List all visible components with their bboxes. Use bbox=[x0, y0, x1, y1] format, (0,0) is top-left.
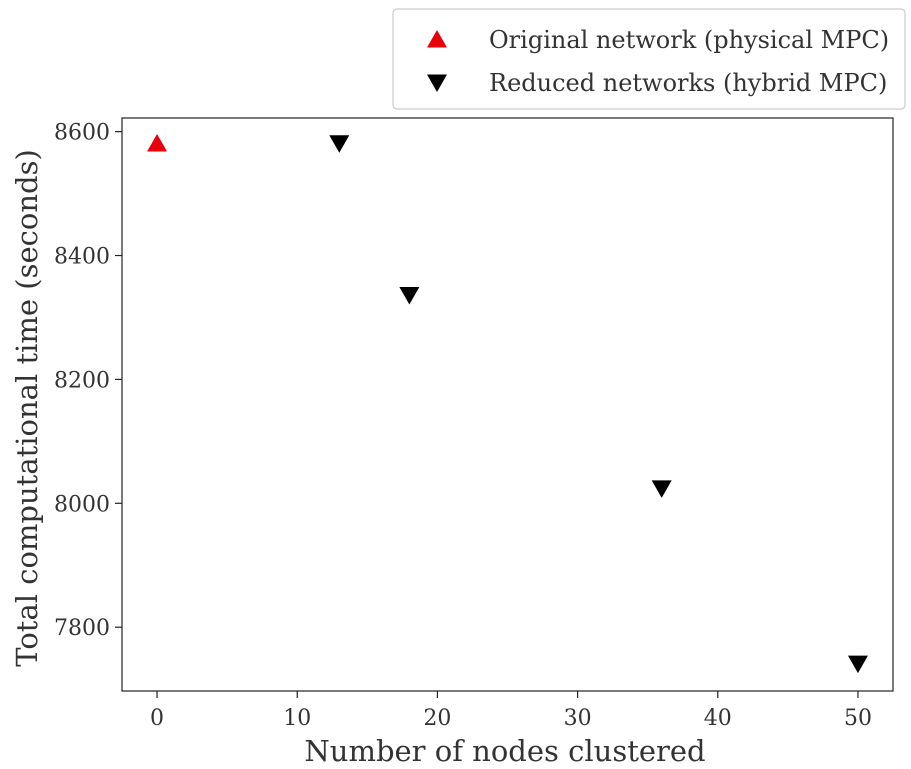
data-markers bbox=[147, 134, 868, 674]
x-tick-label: 10 bbox=[283, 706, 311, 731]
legend: Original network (physical MPC) Reduced … bbox=[392, 8, 906, 110]
x-axis-label: Number of nodes clustered bbox=[304, 734, 705, 768]
y-tick-label: 7800 bbox=[54, 616, 110, 641]
marker-original-network bbox=[147, 134, 168, 152]
legend-label-reduced-networks: Reduced networks (hybrid MPC) bbox=[489, 69, 887, 97]
plot-frame bbox=[121, 117, 894, 692]
legend-marker-original-network bbox=[427, 30, 447, 48]
x-tick-label: 20 bbox=[423, 706, 451, 731]
y-tick-label: 8400 bbox=[54, 245, 110, 270]
marker-reduced-network-4 bbox=[847, 655, 868, 674]
x-tick-label: 0 bbox=[150, 706, 164, 731]
x-tick-label: 50 bbox=[844, 706, 872, 731]
legend-marker-reduced-networks bbox=[427, 74, 447, 92]
x-axis-ticks: 0 10 20 30 40 50 bbox=[150, 691, 872, 731]
y-axis-label: Total computational time (seconds) bbox=[10, 149, 44, 667]
y-tick-label: 8200 bbox=[54, 368, 110, 393]
y-tick-label: 8000 bbox=[54, 492, 110, 517]
legend-frame bbox=[392, 8, 906, 110]
marker-reduced-network-1 bbox=[329, 135, 350, 153]
legend-label-original-network: Original network (physical MPC) bbox=[489, 26, 889, 54]
marker-reduced-network-2 bbox=[399, 287, 420, 305]
y-axis-ticks: 7800 8000 8200 8400 8600 bbox=[54, 121, 122, 641]
plot-area bbox=[121, 117, 894, 692]
marker-reduced-network-3 bbox=[651, 480, 672, 498]
x-tick-label: 40 bbox=[704, 706, 732, 731]
y-tick-label: 8600 bbox=[54, 121, 110, 146]
x-tick-label: 30 bbox=[564, 706, 592, 731]
